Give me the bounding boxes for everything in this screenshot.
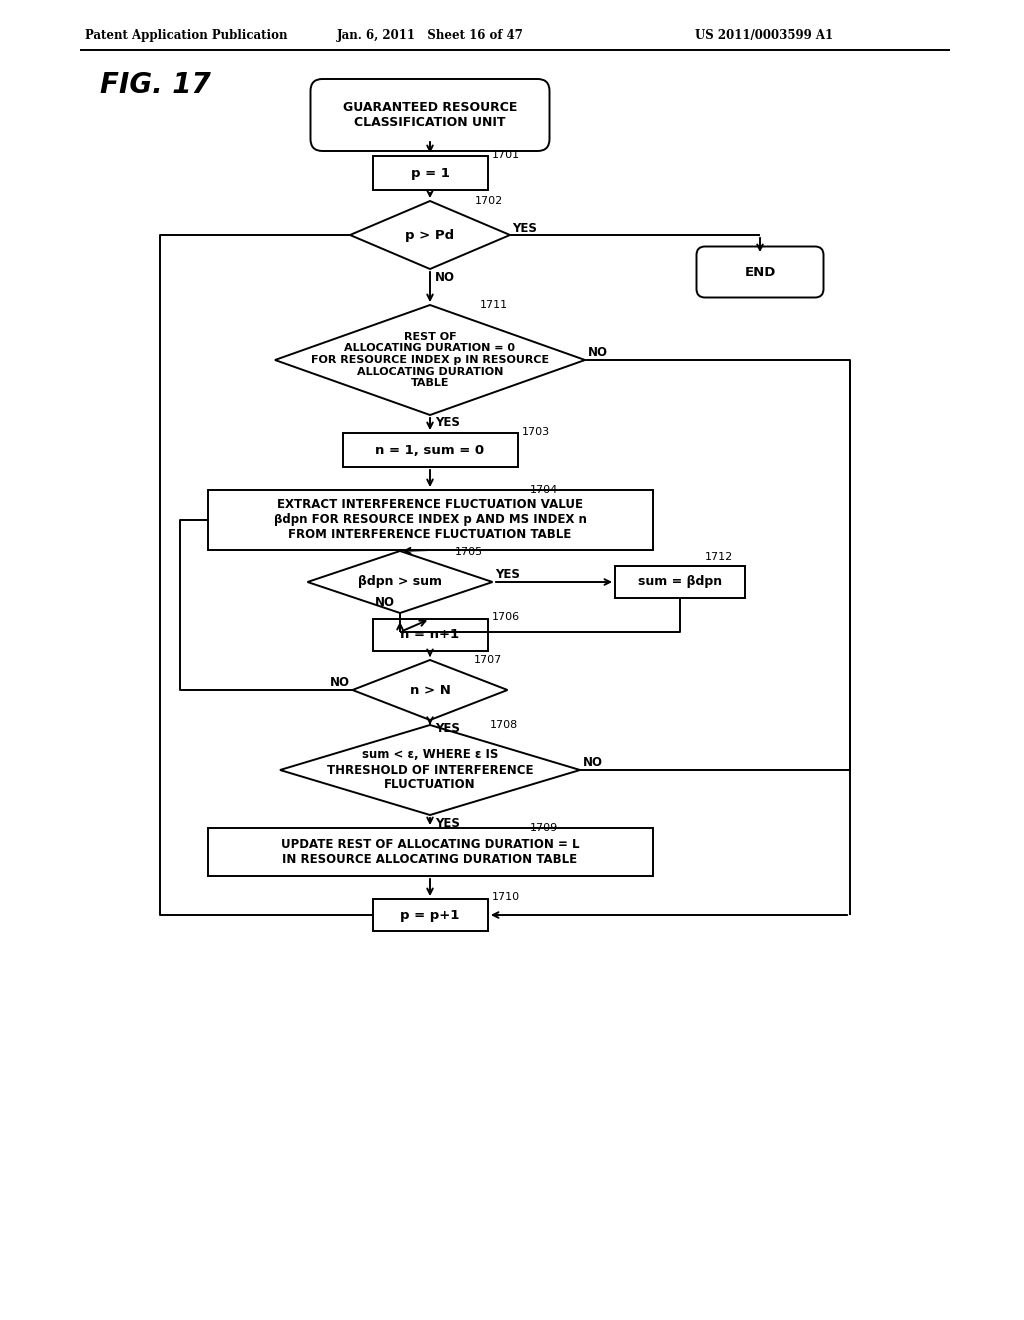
FancyBboxPatch shape (342, 433, 517, 467)
FancyBboxPatch shape (373, 156, 487, 190)
Text: 1707: 1707 (474, 655, 502, 665)
FancyBboxPatch shape (373, 619, 487, 651)
Text: 1711: 1711 (480, 300, 508, 310)
Text: Patent Application Publication: Patent Application Publication (85, 29, 288, 41)
Text: 1712: 1712 (705, 552, 733, 562)
Text: n = n+1: n = n+1 (400, 628, 460, 642)
Text: 1709: 1709 (530, 822, 558, 833)
FancyBboxPatch shape (615, 566, 745, 598)
Text: NO: NO (583, 756, 603, 770)
Text: 1702: 1702 (475, 195, 503, 206)
Text: YES: YES (435, 722, 460, 735)
Text: YES: YES (512, 223, 537, 235)
FancyBboxPatch shape (696, 247, 823, 297)
Text: 1703: 1703 (522, 426, 550, 437)
FancyBboxPatch shape (208, 490, 652, 550)
Text: US 2011/0003599 A1: US 2011/0003599 A1 (695, 29, 834, 41)
Text: sum < ε, WHERE ε IS
THRESHOLD OF INTERFERENCE
FLUCTUATION: sum < ε, WHERE ε IS THRESHOLD OF INTERFE… (327, 748, 534, 792)
Text: p > Pd: p > Pd (406, 228, 455, 242)
Polygon shape (350, 201, 510, 269)
Text: n = 1, sum = 0: n = 1, sum = 0 (376, 444, 484, 457)
FancyBboxPatch shape (310, 79, 550, 150)
FancyBboxPatch shape (208, 828, 652, 876)
Text: 1705: 1705 (455, 546, 483, 557)
Text: UPDATE REST OF ALLOCATING DURATION = L
IN RESOURCE ALLOCATING DURATION TABLE: UPDATE REST OF ALLOCATING DURATION = L I… (281, 838, 580, 866)
Text: 1708: 1708 (490, 719, 518, 730)
Text: 1701: 1701 (492, 150, 520, 160)
Polygon shape (352, 660, 508, 719)
Text: 1704: 1704 (530, 484, 558, 495)
Text: NO: NO (435, 271, 455, 284)
Text: βdpn > sum: βdpn > sum (358, 576, 442, 589)
Text: FIG. 17: FIG. 17 (100, 71, 211, 99)
FancyBboxPatch shape (373, 899, 487, 931)
Polygon shape (275, 305, 585, 414)
Text: 1710: 1710 (492, 892, 520, 902)
Text: END: END (744, 265, 776, 279)
Text: p = 1: p = 1 (411, 166, 450, 180)
Text: EXTRACT INTERFERENCE FLUCTUATION VALUE
βdpn FOR RESOURCE INDEX p AND MS INDEX n
: EXTRACT INTERFERENCE FLUCTUATION VALUE β… (273, 499, 587, 541)
Text: NO: NO (375, 595, 395, 609)
Text: p = p+1: p = p+1 (400, 908, 460, 921)
Text: YES: YES (495, 569, 520, 582)
Text: YES: YES (435, 416, 460, 429)
Text: YES: YES (435, 817, 460, 830)
Text: 1706: 1706 (492, 612, 520, 622)
Text: Jan. 6, 2011   Sheet 16 of 47: Jan. 6, 2011 Sheet 16 of 47 (337, 29, 523, 41)
Text: NO: NO (330, 676, 350, 689)
Text: NO: NO (588, 346, 608, 359)
Polygon shape (280, 725, 580, 814)
Polygon shape (307, 550, 493, 612)
Text: sum = βdpn: sum = βdpn (638, 576, 722, 589)
Text: GUARANTEED RESOURCE
CLASSIFICATION UNIT: GUARANTEED RESOURCE CLASSIFICATION UNIT (343, 102, 517, 129)
Text: REST OF
ALLOCATING DURATION = 0
FOR RESOURCE INDEX p IN RESOURCE
ALLOCATING DURA: REST OF ALLOCATING DURATION = 0 FOR RESO… (311, 331, 549, 388)
Text: n > N: n > N (410, 684, 451, 697)
